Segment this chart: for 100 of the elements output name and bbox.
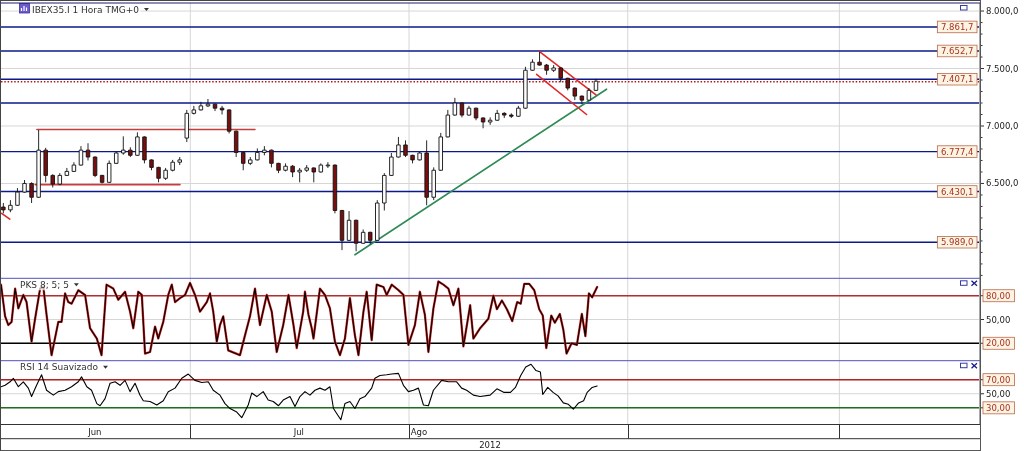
- candlestick: [346, 210, 352, 242]
- candlestick: [36, 129, 41, 199]
- y-tick-label: 8.000,0: [986, 6, 1019, 17]
- candlestick: [262, 145, 267, 156]
- candlestick: [502, 111, 507, 119]
- candlestick: [516, 105, 521, 118]
- candlestick: [473, 107, 479, 121]
- x-tick-label: Ago: [410, 426, 428, 437]
- candlestick: [530, 58, 535, 72]
- candlestick: [57, 172, 63, 186]
- candlestick: [121, 135, 126, 156]
- candlestick: [142, 135, 147, 164]
- candlestick: [29, 181, 34, 204]
- candlestick: [572, 87, 578, 101]
- y-tick-label: 50,00: [986, 388, 1011, 399]
- candlestick: [170, 159, 175, 172]
- y-tick-label: 30,00: [986, 402, 1011, 413]
- candlestick: [106, 160, 112, 184]
- candlestick: [283, 162, 288, 172]
- candlestick: [290, 164, 295, 178]
- candlestick: [78, 145, 84, 167]
- candlestick: [71, 161, 77, 173]
- candlestick: [99, 174, 105, 184]
- candlestick: [375, 199, 380, 242]
- x-tick-label: Jun: [87, 426, 102, 437]
- candlestick: [403, 139, 408, 158]
- candlestick: [368, 231, 373, 245]
- ref-line-label: 6.430,1: [940, 186, 974, 197]
- candlestick: [431, 166, 436, 201]
- ref-line-label: 5.989,0: [940, 237, 974, 248]
- candlestick: [198, 101, 204, 111]
- candlestick: [389, 152, 394, 177]
- candlestick: [184, 109, 189, 143]
- candlestick: [551, 64, 556, 73]
- candlestick: [43, 147, 48, 183]
- candlestick: [318, 162, 324, 173]
- y-tick-label: 80,00: [986, 290, 1011, 301]
- candlestick: [480, 116, 486, 129]
- candlestick: [241, 151, 246, 171]
- candlestick: [212, 103, 218, 112]
- candlestick: [128, 146, 133, 158]
- candlestick: [163, 167, 168, 181]
- candlestick: [177, 156, 182, 166]
- candlestick: [332, 164, 338, 214]
- candlestick: [276, 162, 281, 174]
- chart-title: IBEX35.I 1 Hora TMG+0: [32, 4, 140, 15]
- ref-line-label: 7.652,7: [940, 45, 974, 56]
- y-tick-label: 20,00: [986, 338, 1011, 349]
- candlestick: [438, 132, 443, 172]
- candlestick: [297, 167, 302, 183]
- candlestick: [424, 139, 429, 206]
- candlestick: [523, 66, 528, 110]
- candlestick: [135, 131, 140, 157]
- candlestick: [396, 136, 401, 159]
- candlestick: [8, 199, 13, 213]
- y-tick-label: 50,00: [986, 314, 1011, 325]
- candlestick: [537, 51, 542, 67]
- candlestick: [304, 164, 309, 173]
- x-tick-label: Jul: [292, 426, 304, 437]
- candlestick: [565, 77, 570, 91]
- candlestick: [410, 154, 415, 164]
- candlestick: [114, 151, 119, 165]
- ref-line-label: 6.777,4: [940, 146, 974, 157]
- candlestick: [156, 166, 161, 183]
- candlestick: [360, 229, 366, 245]
- y-tick-label: 7.500,0: [986, 63, 1019, 74]
- candlestick: [219, 105, 225, 115]
- candlestick: [325, 161, 331, 169]
- candlestick: [487, 116, 493, 126]
- candlestick: [544, 63, 549, 76]
- candlestick: [233, 130, 239, 158]
- candlestick: [353, 219, 359, 252]
- candlestick: [1, 202, 6, 214]
- candlestick: [85, 142, 91, 161]
- ref-line-label: 7.407,1: [940, 74, 974, 85]
- candlestick: [593, 78, 599, 92]
- candlestick: [459, 101, 465, 118]
- candlestick: [64, 167, 70, 177]
- candlestick: [226, 108, 232, 134]
- candlestick: [269, 149, 274, 168]
- candlestick: [586, 87, 592, 102]
- chart-title: PKS 8; 5; 5: [20, 279, 69, 290]
- ref-line-label: 7.861,7: [940, 21, 974, 32]
- candlestick: [558, 66, 563, 83]
- candlestick: [445, 109, 451, 138]
- line-series: [1, 363, 598, 421]
- candlestick: [205, 98, 211, 108]
- candlestick: [149, 158, 154, 171]
- candlestick: [382, 172, 387, 211]
- x-axis-title: 2012: [479, 440, 501, 451]
- candlestick: [15, 187, 20, 207]
- candlestick: [50, 173, 55, 188]
- candlestick: [255, 147, 260, 161]
- candlestick: [92, 156, 98, 178]
- chart-title: RSI 14 Suavizado: [20, 362, 99, 373]
- candlestick: [191, 105, 197, 115]
- y-tick-label: 70,00: [986, 374, 1011, 385]
- candlestick: [311, 166, 316, 183]
- candlestick: [509, 112, 514, 119]
- candlestick: [466, 105, 472, 117]
